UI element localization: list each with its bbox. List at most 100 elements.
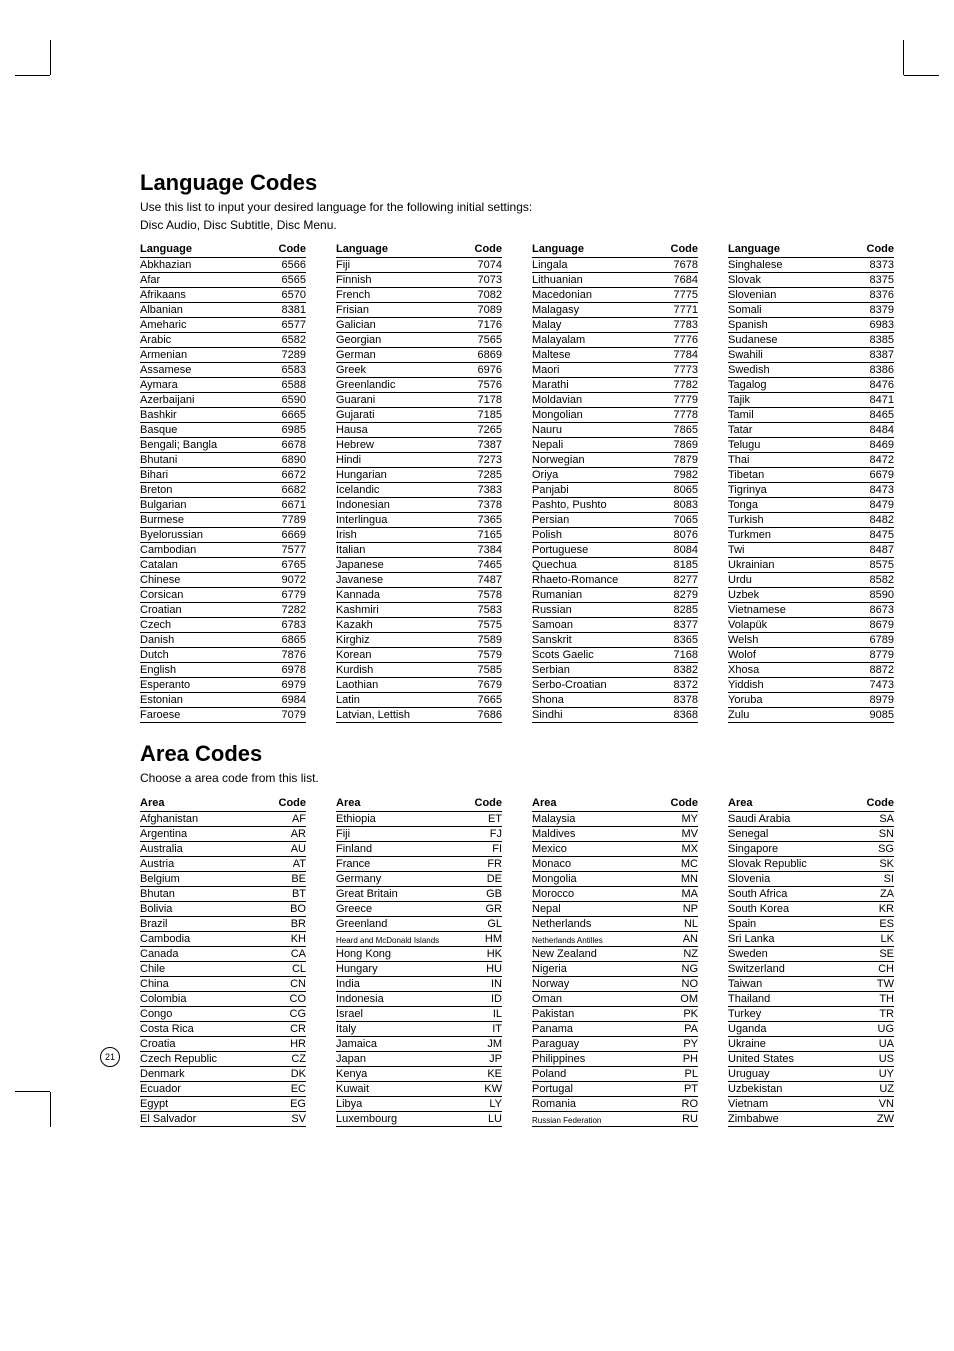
table-row: Singhalese8373 [728,258,894,273]
name-cell: Afghanistan [140,811,262,826]
name-cell: Xhosa [728,663,841,678]
table-row: ArgentinaAR [140,826,306,841]
name-cell: Laothian [336,678,457,693]
name-cell: Afrikaans [140,288,262,303]
code-cell: DE [467,871,502,886]
code-cell: 7079 [262,708,306,723]
code-cell: KW [467,1081,502,1096]
table-row: PanamaPA [532,1021,698,1036]
code-cell: NZ [652,946,698,961]
code-cell: 7065 [658,513,698,528]
table-row: Russian8285 [532,603,698,618]
code-cell: 7387 [457,438,502,453]
name-cell: Slovenia [728,871,851,886]
page-container: Language Codes Use this list to input yo… [0,0,954,1167]
code-cell: 7285 [457,468,502,483]
code-cell: 8373 [841,258,894,273]
table-row: IndiaIN [336,976,502,991]
name-cell: Canada [140,946,262,961]
name-cell: Dutch [140,648,262,663]
code-cell: 7678 [658,258,698,273]
name-cell: Esperanto [140,678,262,693]
table-row: Latvian, Lettish7686 [336,708,502,723]
table-row: Serbo-Croatian8372 [532,678,698,693]
header-code: Code [467,795,502,812]
table-row: German6869 [336,348,502,363]
name-cell: Nepali [532,438,658,453]
name-cell: Spanish [728,318,841,333]
name-cell: Switzerland [728,961,851,976]
table-row: Swedish8386 [728,363,894,378]
name-cell: Spain [728,916,851,931]
code-cell: MY [652,811,698,826]
table-row: Tonga8479 [728,498,894,513]
code-cell: BT [262,886,306,901]
name-cell: Sudanese [728,333,841,348]
table-row: JapanJP [336,1051,502,1066]
code-cell: 8779 [841,648,894,663]
code-cell: 7178 [457,393,502,408]
name-cell: Romania [532,1096,652,1111]
code-cell: HR [262,1036,306,1051]
table-row: Croatian7282 [140,603,306,618]
table-row: Irish7165 [336,528,502,543]
name-cell: Russian [532,603,658,618]
table-row: Afar6565 [140,273,306,288]
name-cell: Cambodia [140,931,262,946]
code-cell: 8076 [658,528,698,543]
table-row: Afrikaans6570 [140,288,306,303]
name-cell: Denmark [140,1066,262,1081]
code-cell: 6669 [262,528,306,543]
table-row: SpainES [728,916,894,931]
table-row: South AfricaZA [728,886,894,901]
table-row: Icelandic7383 [336,483,502,498]
code-cell: 7265 [457,423,502,438]
table-row: English6978 [140,663,306,678]
code-cell: BO [262,901,306,916]
table-row: RomaniaRO [532,1096,698,1111]
code-cell: PT [652,1081,698,1096]
name-cell: Nauru [532,423,658,438]
name-cell: Estonian [140,693,262,708]
code-cell: EG [262,1096,306,1111]
name-cell: Welsh [728,633,841,648]
code-cell: PA [652,1021,698,1036]
name-cell: Costa Rica [140,1021,262,1036]
area-codes-section: Area Codes Choose a area code from this … [140,741,894,1127]
table-row: Nepali7869 [532,438,698,453]
table-row: CanadaCA [140,946,306,961]
name-cell: Maldives [532,826,652,841]
table-row: TaiwanTW [728,976,894,991]
name-cell: Taiwan [728,976,851,991]
table-row: Latin7665 [336,693,502,708]
table-row: Dutch7876 [140,648,306,663]
name-cell: Thailand [728,991,851,1006]
page-number: 21 [100,1047,120,1067]
name-cell: India [336,976,467,991]
code-cell: PL [652,1066,698,1081]
name-cell: Belgium [140,871,262,886]
name-cell: Brazil [140,916,262,931]
table-row: Interlingua7365 [336,513,502,528]
table-row: Faroese7079 [140,708,306,723]
code-table: LanguageCodeLingala7678Lithuanian7684Mac… [532,241,698,723]
table-row: CongoCG [140,1006,306,1021]
code-cell: IL [467,1006,502,1021]
crop-mark [903,40,904,75]
code-cell: 7679 [457,678,502,693]
code-cell: FJ [467,826,502,841]
code-cell: NO [652,976,698,991]
table-row: IsraelIL [336,1006,502,1021]
code-cell: TR [851,1006,894,1021]
code-cell: CH [851,961,894,976]
name-cell: Frisian [336,303,457,318]
code-cell: KR [851,901,894,916]
name-cell: Twi [728,543,841,558]
table-row: SenegalSN [728,826,894,841]
name-cell: Thai [728,453,841,468]
table-row: Hungarian7285 [336,468,502,483]
table-row: Russian FederationRU [532,1111,698,1126]
code-cell: CR [262,1021,306,1036]
name-cell: Kannada [336,588,457,603]
table-row: Xhosa8872 [728,663,894,678]
